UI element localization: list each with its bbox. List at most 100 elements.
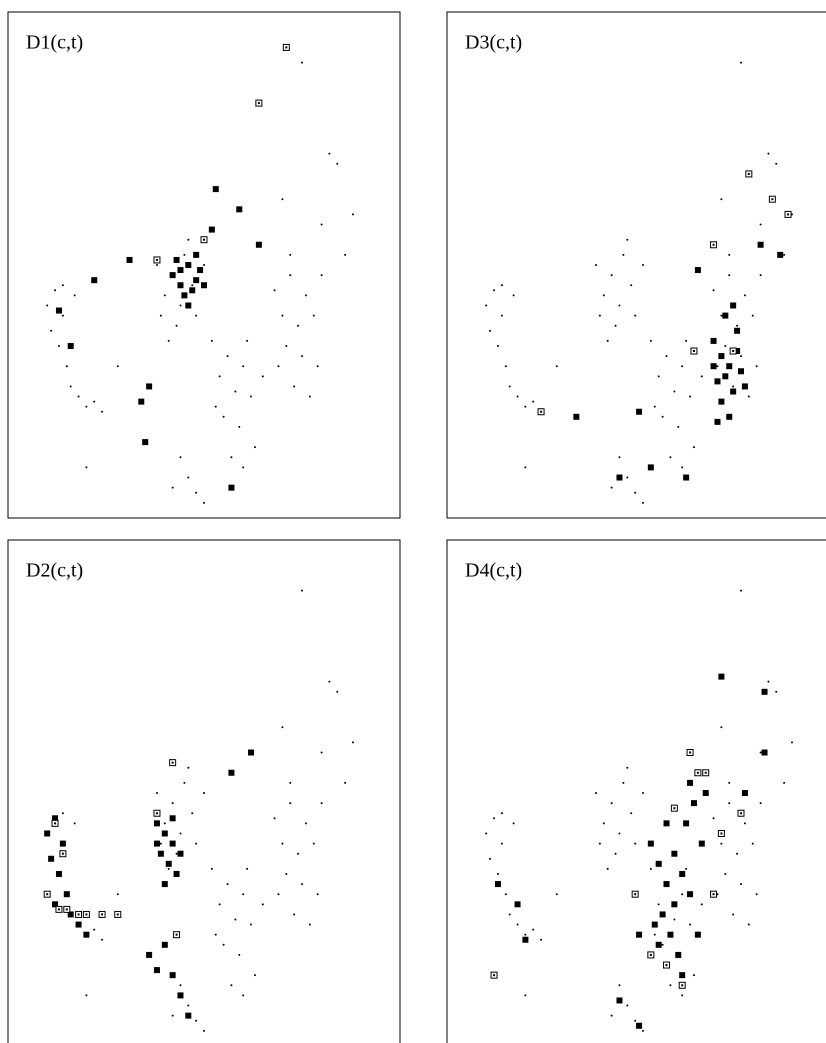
square-marker: [722, 312, 729, 319]
point: [594, 264, 597, 266]
point: [626, 238, 629, 241]
point: [524, 466, 527, 469]
point: [665, 355, 668, 358]
point: [289, 802, 292, 805]
hollow-marker: [114, 910, 122, 918]
point: [496, 344, 499, 347]
point: [743, 822, 746, 825]
point: [93, 400, 96, 403]
point: [297, 324, 300, 327]
hollow-center: [696, 771, 699, 774]
square-marker: [636, 408, 643, 415]
point: [516, 395, 519, 398]
square-marker: [169, 972, 176, 979]
point: [755, 365, 758, 368]
point: [642, 501, 644, 504]
point: [242, 365, 245, 368]
point: [242, 994, 245, 997]
square-marker: [161, 941, 168, 948]
point: [783, 253, 786, 256]
point: [301, 61, 303, 64]
hollow-center: [203, 238, 205, 241]
point: [496, 872, 499, 875]
point: [728, 274, 731, 277]
point: [767, 152, 770, 155]
point: [775, 162, 778, 165]
point: [297, 852, 300, 855]
point: [285, 872, 288, 875]
hollow-center: [257, 102, 260, 105]
square-marker: [655, 941, 662, 948]
point: [500, 812, 503, 815]
point: [657, 375, 660, 378]
panel-title: D4(c,t): [465, 560, 522, 582]
square-marker: [726, 363, 733, 370]
square-marker: [694, 267, 701, 274]
point: [736, 852, 739, 855]
point: [316, 893, 319, 896]
point: [669, 984, 672, 987]
point: [214, 405, 217, 408]
square-marker: [667, 931, 674, 938]
square-marker: [177, 992, 184, 999]
hollow-center: [681, 984, 684, 987]
point: [85, 466, 88, 469]
point: [653, 933, 656, 936]
square-marker: [761, 688, 768, 695]
point: [289, 253, 292, 256]
square-marker: [663, 820, 670, 827]
point: [101, 410, 104, 413]
point: [602, 822, 605, 825]
square-marker: [177, 850, 184, 857]
point: [210, 867, 213, 870]
hollow-center: [771, 198, 774, 201]
point: [191, 812, 194, 815]
point: [720, 198, 723, 201]
point: [692, 974, 695, 977]
square-marker: [146, 951, 153, 958]
point: [281, 314, 284, 317]
square-marker: [67, 342, 74, 349]
point: [493, 289, 496, 292]
hollow-center: [712, 893, 715, 896]
point: [175, 324, 178, 327]
point: [293, 385, 296, 388]
point: [159, 842, 162, 845]
square-marker: [146, 383, 153, 390]
point: [685, 339, 688, 342]
point: [218, 375, 221, 378]
point: [253, 974, 256, 977]
point: [218, 903, 221, 906]
square-marker: [44, 830, 51, 837]
hollow-marker: [717, 829, 725, 837]
hollow-marker: [737, 809, 745, 817]
point: [226, 883, 229, 886]
point: [301, 355, 303, 358]
point: [630, 812, 633, 815]
square-marker: [726, 413, 733, 420]
square-marker: [142, 439, 149, 446]
point: [692, 446, 695, 449]
point: [203, 264, 205, 266]
point: [230, 456, 233, 459]
point: [555, 365, 558, 368]
point: [261, 903, 264, 906]
point: [642, 792, 644, 794]
point: [101, 938, 104, 941]
point: [504, 893, 507, 896]
point: [626, 766, 629, 769]
point: [759, 274, 762, 277]
square-marker: [161, 830, 168, 837]
square-marker: [683, 474, 690, 481]
hollow-center: [704, 771, 707, 774]
point: [246, 867, 249, 870]
point: [524, 994, 527, 997]
hollow-center: [649, 953, 652, 956]
point: [681, 365, 684, 368]
hollow-marker: [690, 347, 698, 355]
hollow-center: [493, 974, 496, 977]
square-marker: [714, 418, 721, 425]
square-marker: [212, 186, 219, 193]
point: [532, 928, 535, 931]
point: [85, 994, 88, 997]
